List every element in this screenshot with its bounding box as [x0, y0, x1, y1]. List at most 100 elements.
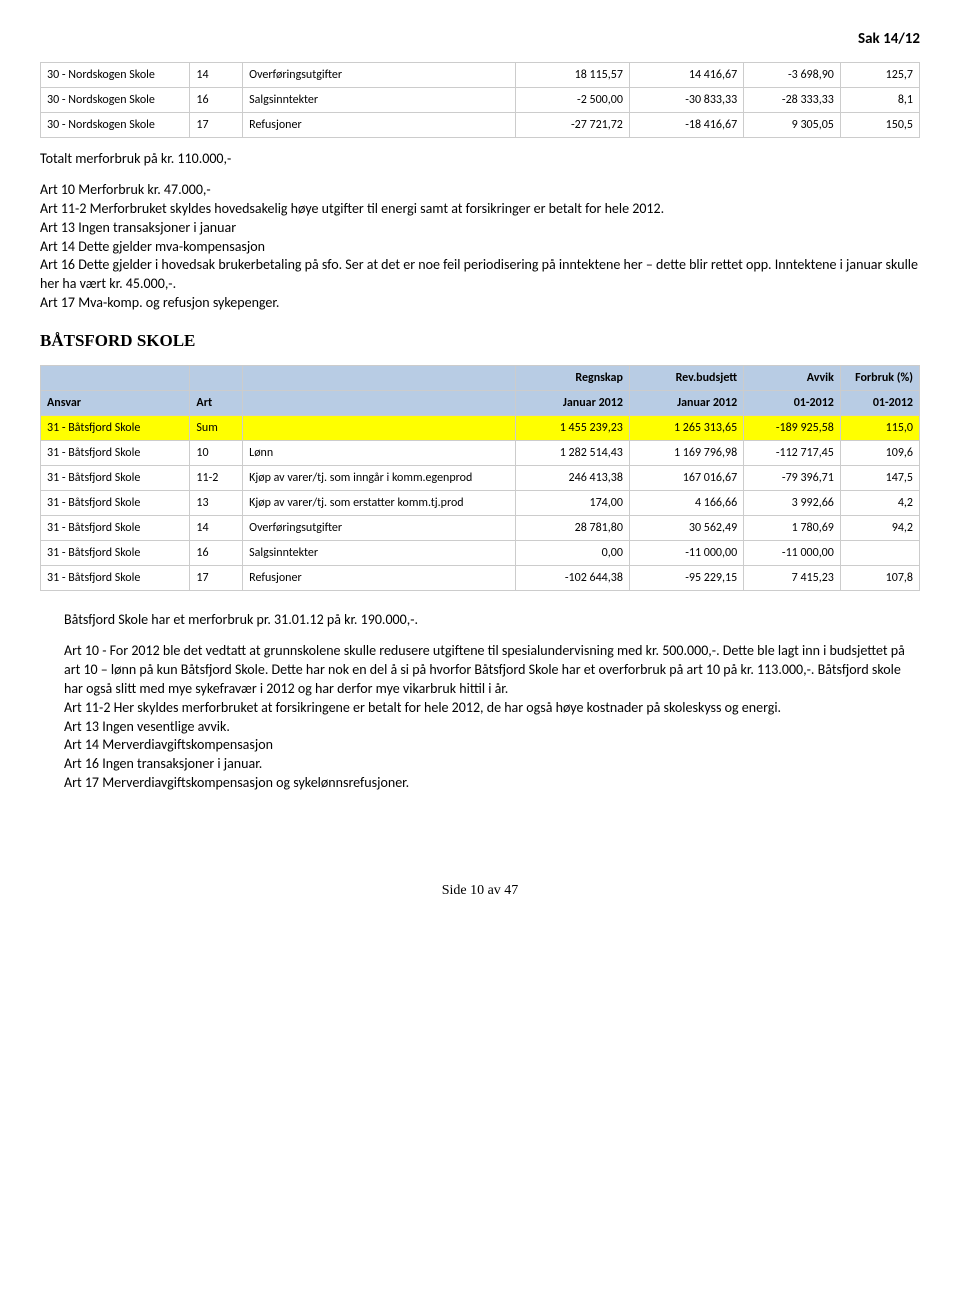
table-cell: Overføringsutgifter	[243, 516, 515, 541]
table-row: 31 - Båtsfjord Skole16Salgsinntekter0,00…	[41, 541, 920, 566]
table-cell: 31 - Båtsfjord Skole	[41, 441, 190, 466]
table-cell: -30 833,33	[629, 88, 743, 113]
table-cell: 246 413,38	[515, 466, 629, 491]
table-cell: 4,2	[840, 491, 919, 516]
table-row: 30 - Nordskogen Skole14Overføringsutgift…	[41, 63, 920, 88]
table-cell: 109,6	[840, 441, 919, 466]
table-cell: 31 - Båtsfjord Skole	[41, 466, 190, 491]
table-cell: 1 455 239,23	[515, 416, 629, 441]
table-cell: 01-2012	[840, 391, 919, 416]
table-cell: 11-2	[190, 466, 243, 491]
table-cell: 18 115,57	[515, 63, 629, 88]
table-cell: Kjøp av varer/tj. som inngår i komm.egen…	[243, 466, 515, 491]
table-cell: -189 925,58	[744, 416, 841, 441]
paragraph-total: Totalt merforbruk på kr. 110.000,-	[40, 150, 920, 169]
table-cell: 1 282 514,43	[515, 441, 629, 466]
table-cell: 125,7	[840, 63, 919, 88]
table-cell: 17	[190, 566, 243, 591]
table-row: RegnskapRev.budsjettAvvikForbruk (%)	[41, 366, 920, 391]
table-row: 31 - Båtsfjord Skole17Refusjoner-102 644…	[41, 566, 920, 591]
table-cell: Ansvar	[41, 391, 190, 416]
section-title-batsford: BÅTSFORD SKOLE	[40, 331, 920, 351]
table-cell: 147,5	[840, 466, 919, 491]
table-cell: -27 721,72	[515, 113, 629, 138]
table-cell	[243, 416, 515, 441]
table-cell: Salgsinntekter	[243, 88, 515, 113]
table-cell: -3 698,90	[744, 63, 841, 88]
table-row: 31 - Båtsfjord Skole10Lønn1 282 514,431 …	[41, 441, 920, 466]
table-cell: 16	[190, 88, 243, 113]
table-cell: 9 305,05	[744, 113, 841, 138]
table-cell: 8,1	[840, 88, 919, 113]
table-cell: 31 - Båtsfjord Skole	[41, 541, 190, 566]
table-cell: Sum	[190, 416, 243, 441]
table-cell: 31 - Båtsfjord Skole	[41, 516, 190, 541]
table-cell: 30 - Nordskogen Skole	[41, 88, 190, 113]
table-cell	[840, 541, 919, 566]
table-cell: -18 416,67	[629, 113, 743, 138]
table-cell: Regnskap	[515, 366, 629, 391]
table-cell: 31 - Båtsfjord Skole	[41, 566, 190, 591]
table-cell: Lønn	[243, 441, 515, 466]
table-cell: 1 265 313,65	[629, 416, 743, 441]
table-nordskogen: 30 - Nordskogen Skole14Overføringsutgift…	[40, 62, 920, 138]
page-header: Sak 14/12	[40, 30, 920, 48]
table-cell: 1 780,69	[744, 516, 841, 541]
table-cell: 4 166,66	[629, 491, 743, 516]
table-cell: Salgsinntekter	[243, 541, 515, 566]
table-cell	[190, 366, 243, 391]
table-row: 30 - Nordskogen Skole17Refusjoner-27 721…	[41, 113, 920, 138]
table-cell: 150,5	[840, 113, 919, 138]
table-cell: Overføringsutgifter	[243, 63, 515, 88]
table-cell: -95 229,15	[629, 566, 743, 591]
table-row: 31 - Båtsfjord Skole14Overføringsutgifte…	[41, 516, 920, 541]
table-cell: 1 169 796,98	[629, 441, 743, 466]
table-cell: 16	[190, 541, 243, 566]
table-cell: 7 415,23	[744, 566, 841, 591]
table-cell: 14 416,67	[629, 63, 743, 88]
table-cell: Januar 2012	[629, 391, 743, 416]
table-cell: 30 - Nordskogen Skole	[41, 113, 190, 138]
table-cell: -112 717,45	[744, 441, 841, 466]
table-cell: 30 562,49	[629, 516, 743, 541]
table-batsfjord: RegnskapRev.budsjettAvvikForbruk (%)Ansv…	[40, 365, 920, 591]
table-cell: 115,0	[840, 416, 919, 441]
table-cell: 167 016,67	[629, 466, 743, 491]
table-row: AnsvarArtJanuar 2012Januar 201201-201201…	[41, 391, 920, 416]
page-footer: Side 10 av 47	[40, 883, 920, 899]
table-cell: Art	[190, 391, 243, 416]
table-cell: 01-2012	[744, 391, 841, 416]
table-row: 31 - Båtsfjord Skole13Kjøp av varer/tj. …	[41, 491, 920, 516]
table-cell: -28 333,33	[744, 88, 841, 113]
table-cell: -2 500,00	[515, 88, 629, 113]
table-cell: 94,2	[840, 516, 919, 541]
table-cell: Refusjoner	[243, 113, 515, 138]
table-cell: -102 644,38	[515, 566, 629, 591]
table-cell	[243, 366, 515, 391]
table-cell: Forbruk (%)	[840, 366, 919, 391]
table-cell: Rev.budsjett	[629, 366, 743, 391]
table-cell: 13	[190, 491, 243, 516]
table-cell: 17	[190, 113, 243, 138]
table-cell: 0,00	[515, 541, 629, 566]
paragraph-arts-2: Art 10 - For 2012 ble det vedtatt at gru…	[64, 642, 920, 793]
table-cell: -11 000,00	[629, 541, 743, 566]
table-cell	[41, 366, 190, 391]
table-cell	[243, 391, 515, 416]
table-cell: Kjøp av varer/tj. som erstatter komm.tj.…	[243, 491, 515, 516]
table-cell: 174,00	[515, 491, 629, 516]
table-cell: 30 - Nordskogen Skole	[41, 63, 190, 88]
table-cell: 14	[190, 63, 243, 88]
table-cell: 3 992,66	[744, 491, 841, 516]
table-cell: Refusjoner	[243, 566, 515, 591]
table-cell: 10	[190, 441, 243, 466]
table-cell: 31 - Båtsfjord Skole	[41, 491, 190, 516]
table-cell: -79 396,71	[744, 466, 841, 491]
table-row: 31 - Båtsfjord Skole11-2Kjøp av varer/tj…	[41, 466, 920, 491]
paragraph-arts-1: Art 10 Merforbruk kr. 47.000,- Art 11-2 …	[40, 181, 920, 313]
table-cell: 14	[190, 516, 243, 541]
table-cell: 107,8	[840, 566, 919, 591]
table-cell: -11 000,00	[744, 541, 841, 566]
table-cell: 31 - Båtsfjord Skole	[41, 416, 190, 441]
table-cell: Januar 2012	[515, 391, 629, 416]
